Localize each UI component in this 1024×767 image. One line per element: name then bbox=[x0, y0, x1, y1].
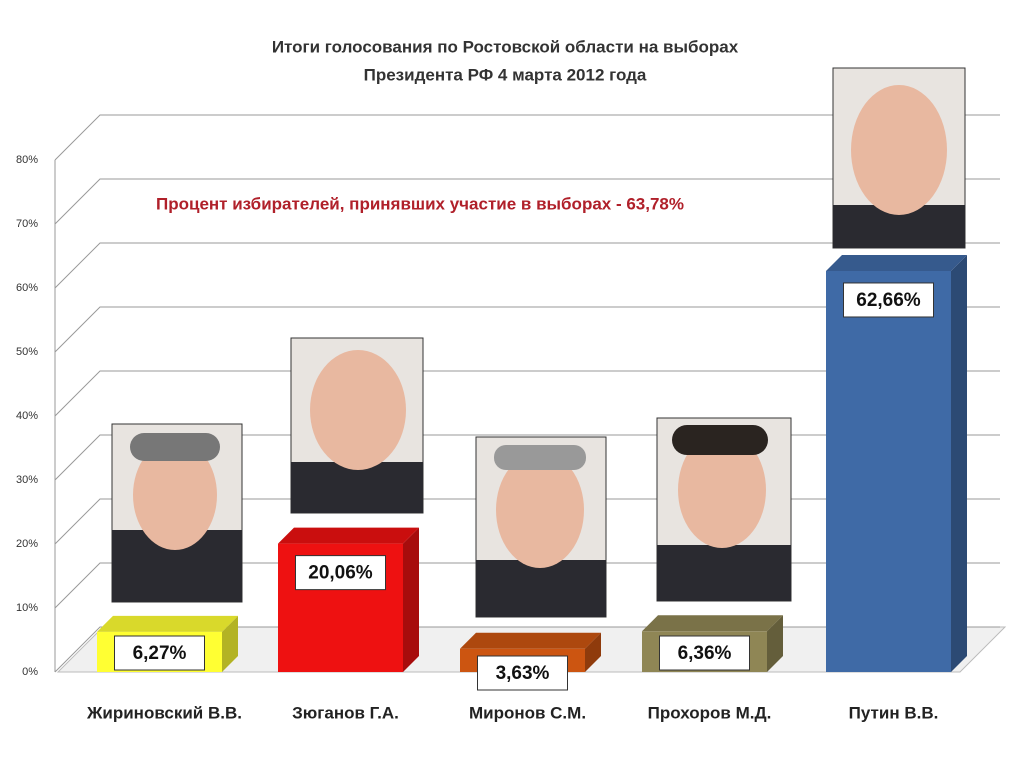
grid-line bbox=[54, 178, 1000, 225]
bar-side bbox=[403, 527, 419, 672]
bar-side bbox=[951, 254, 967, 672]
bar-top bbox=[97, 615, 238, 632]
photos bbox=[111, 67, 966, 618]
y-tick-label: 0% bbox=[22, 666, 38, 678]
value-label: 20,06% bbox=[308, 563, 373, 584]
y-tick-label: 30% bbox=[16, 474, 38, 486]
bar-side bbox=[767, 615, 783, 672]
bar bbox=[826, 270, 951, 672]
bar-side bbox=[222, 615, 238, 672]
value-label: 3,63% bbox=[496, 663, 550, 684]
y-tick-label: 40% bbox=[16, 410, 38, 422]
value-label-box bbox=[477, 655, 568, 691]
x-tick-label: Зюганов Г.А. bbox=[292, 703, 399, 722]
y-tick-label: 60% bbox=[16, 282, 38, 294]
photo bbox=[475, 436, 607, 618]
bars bbox=[97, 254, 967, 672]
annotation: Процент избирателей, принявших участие в… bbox=[156, 194, 684, 213]
x-tick-label: Миронов С.М. bbox=[469, 703, 586, 722]
value-label-box bbox=[295, 555, 386, 591]
bar-top bbox=[460, 632, 601, 649]
photo bbox=[832, 67, 966, 249]
y-tick-label: 80% bbox=[16, 154, 38, 166]
bar-top bbox=[278, 527, 419, 544]
photo bbox=[290, 337, 424, 514]
y-tick-label: 10% bbox=[16, 602, 38, 614]
value-label: 6,27% bbox=[133, 643, 187, 664]
grid-line bbox=[54, 306, 1000, 353]
value-label: 6,36% bbox=[678, 643, 732, 664]
photo bbox=[656, 417, 792, 602]
value-label-box bbox=[659, 635, 750, 671]
y-tick-label: 20% bbox=[16, 538, 38, 550]
chart-title: Итоги голосования по Ростовской области … bbox=[272, 37, 739, 56]
grid-line bbox=[54, 370, 1000, 417]
bar-top bbox=[826, 254, 967, 271]
value-label: 62,66% bbox=[856, 290, 921, 311]
y-tick-label: 70% bbox=[16, 218, 38, 230]
x-tick-label: Жириновский В.В. bbox=[86, 703, 242, 722]
y-tick-label: 50% bbox=[16, 346, 38, 358]
chart-title: Президента РФ 4 марта 2012 года bbox=[364, 65, 647, 84]
value-label-box bbox=[843, 282, 934, 318]
bar-top bbox=[642, 615, 783, 632]
x-tick-label: Прохоров М.Д. bbox=[648, 703, 772, 722]
photo bbox=[111, 423, 243, 603]
grid-line bbox=[54, 114, 1000, 161]
value-label-box bbox=[114, 635, 205, 671]
labels: 6,27% Жириновский В.В. 20,06% Зюганов Г.А. 3… bbox=[86, 282, 939, 722]
grid-line bbox=[54, 242, 1000, 289]
bar-side bbox=[585, 632, 601, 672]
x-tick-label: Путин В.В. bbox=[849, 703, 939, 722]
